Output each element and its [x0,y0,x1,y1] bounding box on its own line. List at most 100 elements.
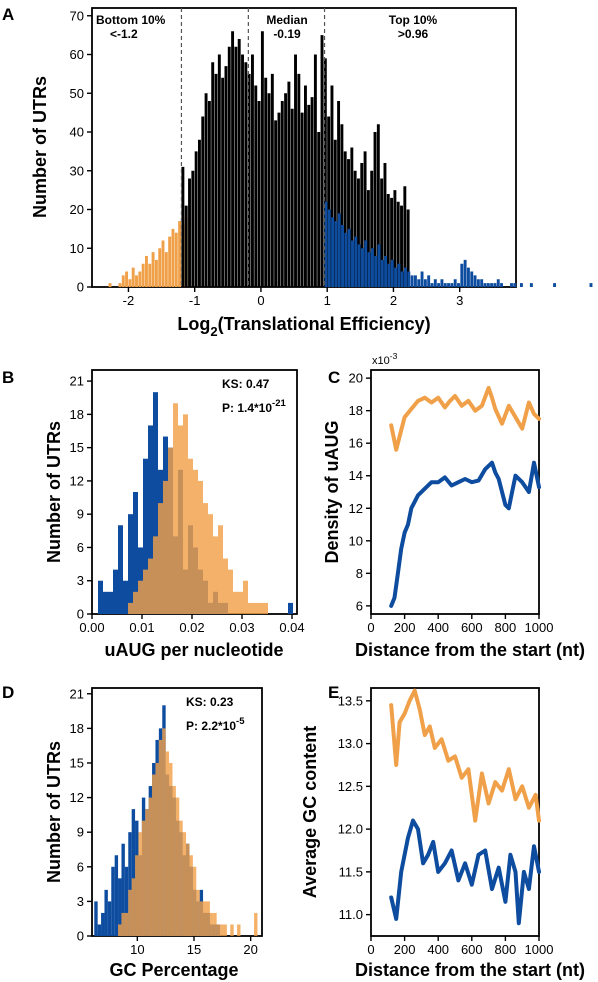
histogram-bar-a [383,163,387,287]
histogram-bar-a [396,201,400,287]
d-histogram-bar [179,820,183,936]
a-x-tick-label: 3 [456,293,463,308]
histogram-bar-a [131,267,135,287]
b-histogram-bar [228,569,233,614]
histogram-bar-a [450,283,454,287]
x-axis-label-c: Distance from the start (nt) [355,640,585,660]
histogram-bar-a [327,116,331,287]
b-histogram-bar [143,569,148,614]
d-histogram-bar [165,751,170,936]
histogram-bar-a [323,58,327,287]
threshold-lines-a [180,8,326,287]
panel-c: C x10-3 0 200 400 600 800 100068101214161820 … [322,351,585,660]
b-y-tick-label: 15 [70,440,84,455]
histogram-bar-a [437,283,441,287]
histogram-bar-a [370,170,374,287]
b-x-tick-label: 0.02 [179,620,204,635]
line-series-c [389,385,541,608]
histogram-bar-a [480,279,484,287]
b-histogram-bar [118,525,123,614]
a-x-tick-label: -2 [123,293,135,308]
histogram-bar-a [407,271,411,287]
c-y-tick-label: 8 [356,566,363,581]
histogram-bar-a [406,209,410,287]
e-y-tick-label: 13.0 [338,736,363,751]
e-series-line [389,818,541,926]
e-y-tick-label: 12.0 [338,822,363,837]
histogram-bar-a [313,54,317,287]
d-histogram-bar [131,878,136,936]
b-histogram-bar [98,580,103,614]
b-histogram-bar [178,425,183,614]
d-y-tick-label: 0 [77,929,84,944]
x-axis-label-b: uAUG per nucleotide [104,640,283,660]
d-y-tick-label: 9 [77,825,84,840]
d-x-tick-label: 20 [243,942,257,957]
histogram-bar-a [324,201,328,287]
histogram-bar-a [377,244,381,287]
d-y-tick-label: 15 [70,755,84,770]
histogram-bar-a [310,97,314,287]
c-x-tick-label: 600 [461,620,483,635]
histogram-bar-a [164,252,168,287]
histogram-bar-a [247,73,251,287]
histogram-bar-a [260,31,264,287]
d-histogram-bar [182,832,187,936]
e-y-tick-label: 12.5 [338,779,363,794]
histogram-bar-a [347,159,350,287]
d-histogram-bar [172,786,176,936]
histogram-bar-a [287,81,291,287]
d-y-tick-label: 12 [70,790,84,805]
b-histogram-bar [143,458,148,614]
histogram-bar-a [357,244,361,287]
y-axis-label-e: Average GC content [300,726,320,898]
histogram-bar-a [224,66,228,287]
b-histogram-bar [128,602,133,614]
b-histogram-bar [148,425,153,614]
a-y-tick-label: 20 [70,202,84,217]
b-x-tick-label: 0.00 [79,620,104,635]
b-histogram-bar [183,414,188,614]
d-x-tick-label: 15 [187,942,201,957]
a-y-tick-label: 60 [70,47,84,62]
panel-letter-b: B [2,368,14,387]
histogram-bar-a [297,73,301,287]
e-x-tick-label: 800 [495,942,517,957]
histogram-bar-a [380,178,384,287]
scale-factor-c: x10-3 [372,351,398,367]
histogram-bar-a [340,124,344,287]
d-histogram-bar [128,889,132,936]
d-histogram-bar [148,797,153,936]
axis-ticks-c: 0 200 400 600 800 1000 6 8 10 12 14 16 18 20 [349,371,554,635]
a-x-tick-label: 0 [257,293,264,308]
histogram-bar-a [420,271,424,287]
histogram-bar-a [360,163,364,287]
b-x-tick-label: 0.01 [129,620,154,635]
y-axis-label-d: Number of UTRs [44,741,64,883]
e-x-tick-label: 200 [394,942,416,957]
y-axis-label-b: Number of UTRs [44,421,64,563]
d-x-tick-label: 10 [130,942,144,957]
histogram-bar-a [413,275,417,287]
axis-ticks-d: 10 15 20 0 3 6 9 12 15 18 21 [70,686,258,957]
b-histogram-bar [243,580,248,614]
b-y-tick-label: 3 [77,573,84,588]
histogram-bar-a [201,116,205,287]
histogram-bar-a [138,271,142,287]
d-histogram-bar [138,832,142,936]
b-x-tick-label: 0.03 [229,620,254,635]
histogram-bars-a [108,31,593,287]
ks-statistic-d: KS: 0.23 [186,695,234,709]
histogram-bar-a [181,166,185,287]
annotation-top-10: Top 10% >0.96 [389,13,438,41]
b-histogram-bar [153,536,158,614]
b-histogram-bar [198,480,203,614]
d-histogram-bar [118,924,122,936]
d-histogram-bar [196,889,200,936]
histogram-bar-a [351,240,354,287]
b-histogram-bar [193,469,198,614]
d-histogram-bar [141,820,146,936]
d-histogram-bar [199,901,204,936]
d-histogram-bar [128,832,132,936]
